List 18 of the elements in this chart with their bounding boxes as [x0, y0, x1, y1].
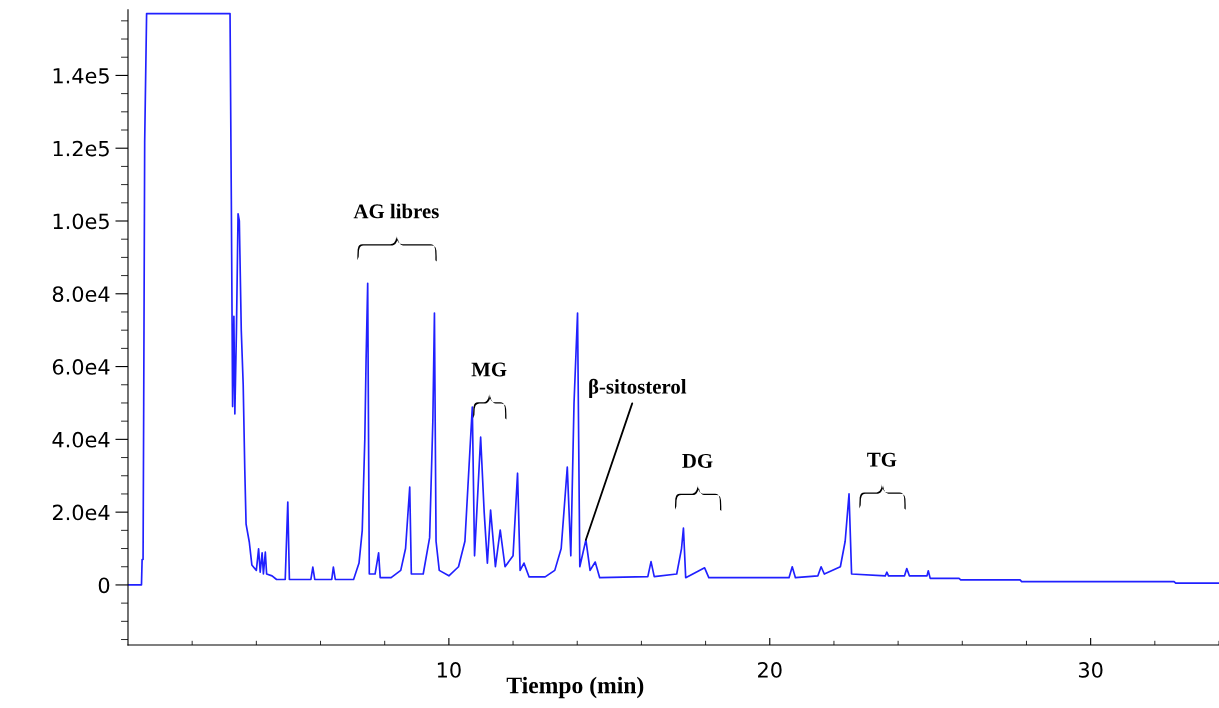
y-tick-label: 1.4e5 [53, 68, 109, 84]
y-tick-label: 1.0e5 [53, 213, 109, 230]
x-tick-label: 20 [758, 662, 782, 678]
x-axis-title: Tiempo (min) [506, 676, 644, 699]
y-tick-label: 4.0e4 [52, 431, 110, 448]
line-series [128, 12, 1219, 586]
y-tick-label: 1.2e5 [53, 140, 109, 157]
y-tick-label: 2.0e4 [52, 504, 110, 521]
x-tick-label: 10 [437, 662, 461, 678]
y-tick-label: 8.0e4 [52, 286, 110, 302]
y-tick-label: 6.0e4 [52, 359, 110, 375]
annotation: AG libres [353, 203, 439, 219]
annotation: MG [471, 362, 507, 377]
annotation: DG [682, 453, 713, 468]
x-tick-label: 30 [1078, 662, 1103, 678]
annotation: TG [867, 452, 897, 467]
annotation: β-sitosterol [589, 378, 687, 398]
y-tick-label: 0 [98, 577, 110, 594]
